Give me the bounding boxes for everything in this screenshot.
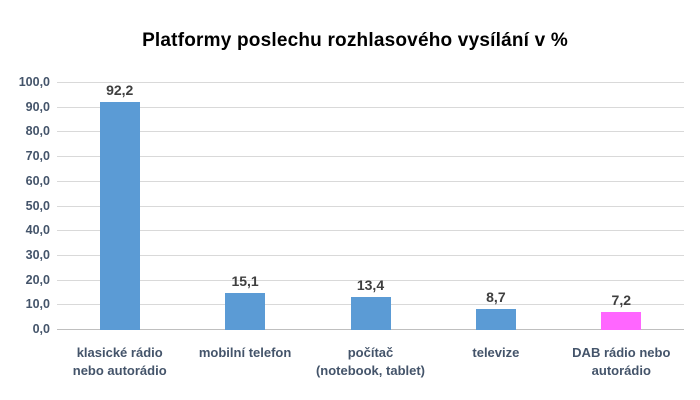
gridline	[57, 106, 684, 108]
y-tick-label: 60,0	[25, 173, 50, 188]
bar-value-label: 8,7	[486, 288, 506, 305]
gridline	[57, 279, 684, 281]
gridline	[57, 205, 684, 207]
plot-area: 92,2 15,1 13,4 8,7 7,2	[57, 82, 684, 330]
bar-value-label: 15,1	[231, 272, 259, 289]
x-axis: klasické rádio nebo autorádio mobilní tel…	[57, 344, 684, 394]
y-tick-label: 0,0	[32, 322, 50, 336]
category-label: DAB rádio nebo autorádio	[572, 345, 671, 378]
chart-title: Platformy poslechu rozhlasového vysílání…	[142, 30, 568, 51]
bar-value-label: 13,4	[356, 276, 385, 293]
gridline	[57, 230, 684, 232]
y-tick-label: 30,0	[25, 247, 50, 262]
category-label: počítač (notebook, tablet)	[315, 345, 426, 378]
y-tick-label: 50,0	[25, 198, 50, 213]
gridline	[57, 156, 684, 158]
y-tick-label: 90,0	[25, 99, 50, 114]
gridline	[57, 180, 684, 182]
y-tick-label: 80,0	[25, 124, 50, 139]
y-tick-label: 40,0	[25, 223, 50, 238]
y-tick-label: 10,0	[25, 297, 50, 312]
bar-value-label: 7,2	[611, 292, 632, 309]
bar-1	[99, 102, 140, 330]
category-label: klasické rádio nebo autorádio	[72, 345, 167, 378]
category-label: televize	[472, 345, 520, 360]
gridline	[57, 131, 684, 133]
gridline	[57, 82, 684, 83]
bar-3	[350, 296, 391, 330]
bar-2	[225, 292, 266, 330]
category-label: mobilní telefon	[198, 345, 292, 360]
y-tick-label: 100,0	[18, 75, 50, 89]
bar-5	[601, 312, 642, 330]
bar-4	[475, 308, 516, 330]
gridline	[57, 254, 684, 256]
y-axis: 0,0 10,0 20,0 30,0 40,0 50,0 60,0 70,0 80,0 90,0 1…	[0, 75, 50, 336]
y-tick-label: 20,0	[25, 272, 50, 287]
y-tick-label: 70,0	[25, 149, 50, 164]
bar-value-label: 92,2	[106, 82, 134, 99]
